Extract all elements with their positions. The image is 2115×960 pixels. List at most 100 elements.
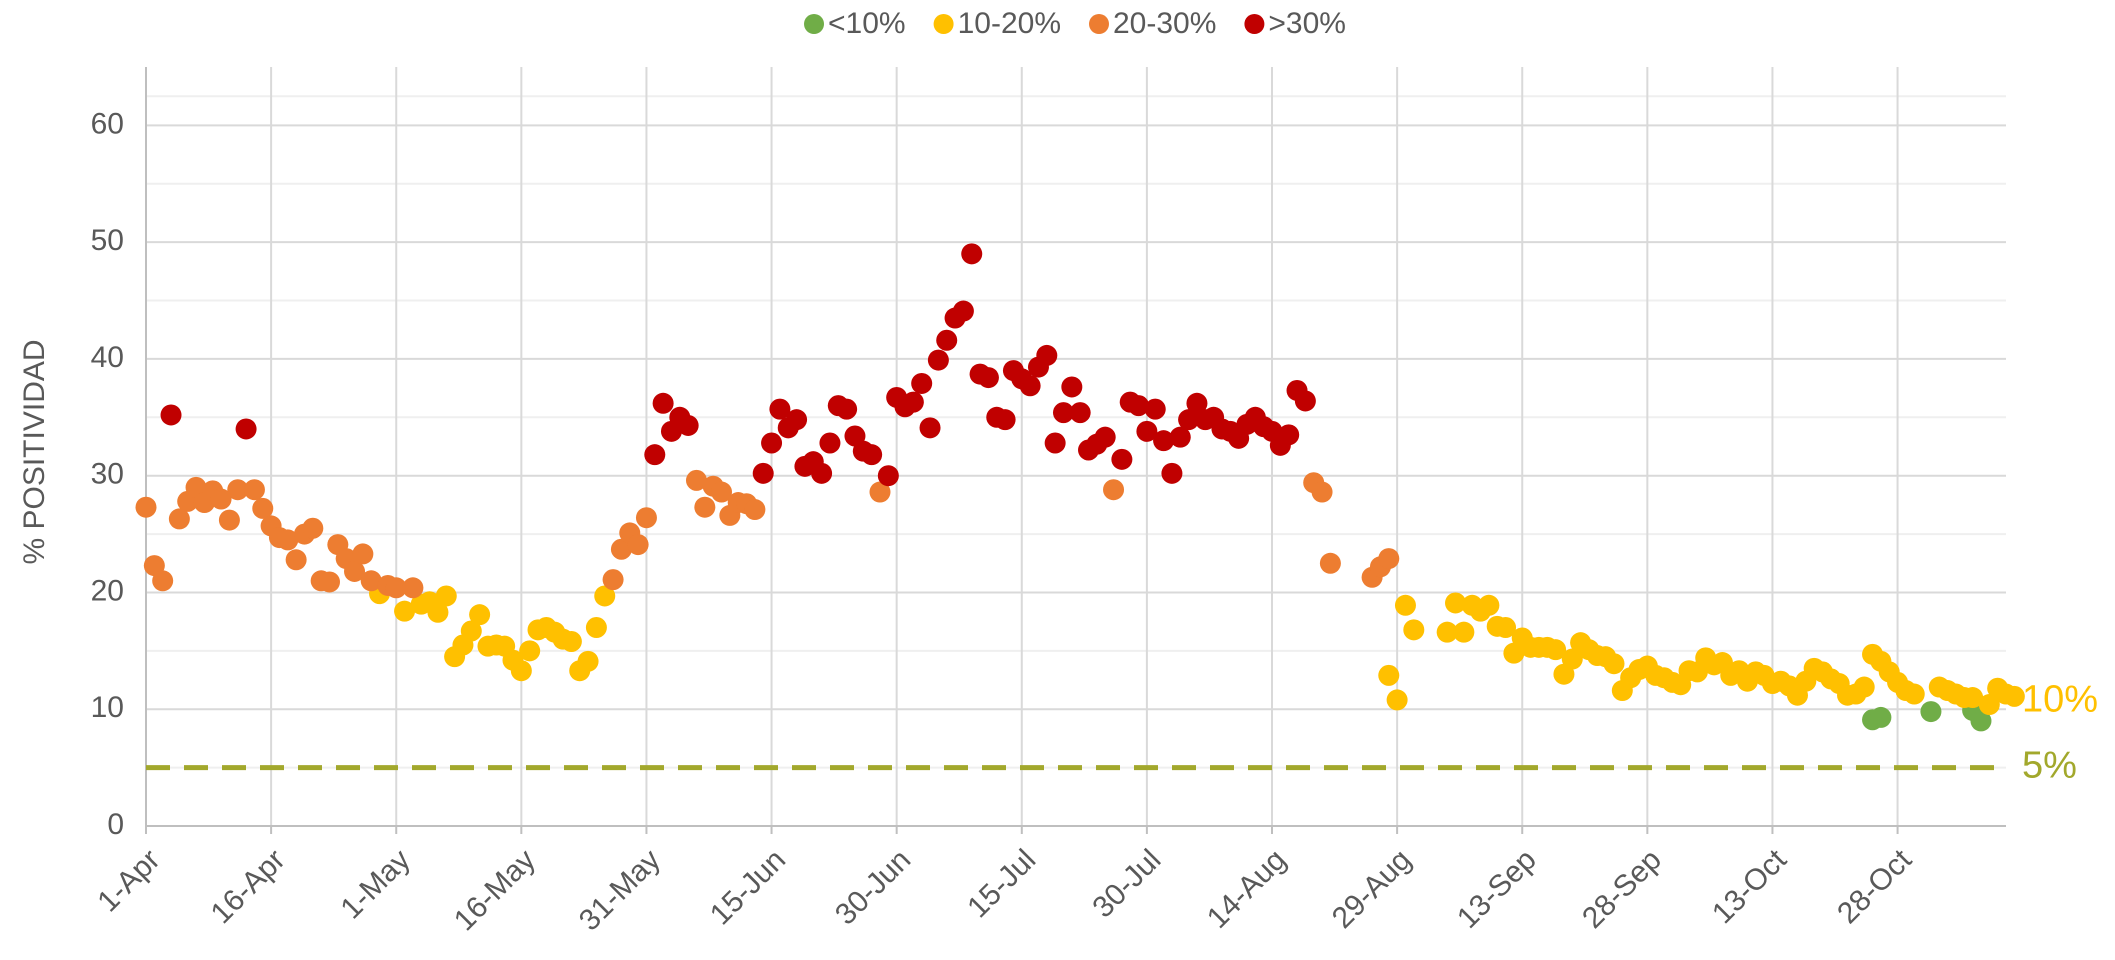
point (919, 417, 941, 439)
point (1436, 621, 1458, 643)
point (761, 432, 783, 454)
y-tick-label: 20 (91, 574, 124, 607)
point (961, 243, 983, 265)
point (677, 414, 699, 436)
point (460, 620, 482, 642)
point (1403, 619, 1425, 641)
point (560, 631, 582, 653)
x-tick-label: 15-Jul (961, 843, 1042, 924)
point (902, 391, 924, 413)
point (602, 569, 624, 591)
point (627, 534, 649, 556)
point (1978, 694, 2000, 716)
point (1903, 683, 1925, 705)
legend-label: <10% (828, 7, 906, 40)
point (1970, 710, 1992, 732)
point (877, 465, 899, 487)
point (385, 577, 407, 599)
point (344, 560, 366, 582)
point (1161, 462, 1183, 484)
point (1044, 432, 1066, 454)
point (1111, 448, 1133, 470)
x-tick-label: 13-Oct (1706, 843, 1793, 930)
y-tick-label: 50 (91, 224, 124, 257)
legend-label: 20-30% (1113, 7, 1216, 40)
legend-label: >30% (1268, 7, 1346, 40)
point (1378, 548, 1400, 570)
point (952, 300, 974, 322)
point (911, 372, 933, 394)
point (869, 481, 891, 503)
point (435, 585, 457, 607)
x-tick-label: 1-May (334, 843, 416, 925)
point (1019, 375, 1041, 397)
point (861, 444, 883, 466)
point (1069, 402, 1091, 424)
point (1153, 430, 1175, 452)
point (936, 329, 958, 351)
point (2003, 685, 2025, 707)
point (360, 570, 382, 592)
point (1294, 390, 1316, 412)
x-tick-label: 29-Aug (1326, 843, 1418, 935)
point (1094, 426, 1116, 448)
point (927, 349, 949, 371)
point (652, 392, 674, 414)
y-tick-label: 10 (91, 691, 124, 724)
x-tick-label: 16-May (448, 843, 542, 937)
x-tick-label: 1-Apr (91, 843, 166, 918)
point (752, 462, 774, 484)
y-tick-label: 30 (91, 458, 124, 491)
point (811, 462, 833, 484)
point (1962, 687, 1984, 709)
point (1169, 426, 1191, 448)
point (577, 650, 599, 672)
point (819, 432, 841, 454)
point (1386, 689, 1408, 711)
x-tick-label: 30-Jul (1086, 843, 1167, 924)
point (318, 571, 340, 593)
y-tick-label: 0 (107, 808, 124, 841)
point (152, 570, 174, 592)
legend-marker (1089, 14, 1109, 34)
x-tick-label: 14-Aug (1201, 843, 1293, 935)
x-tick-label: 16-Apr (205, 843, 292, 930)
point (769, 398, 791, 420)
point (252, 497, 274, 519)
point (427, 601, 449, 623)
point (1545, 639, 1567, 661)
point (594, 585, 616, 607)
legend-marker (933, 14, 954, 34)
point (1478, 594, 1500, 616)
point (519, 640, 541, 662)
point (1561, 648, 1583, 670)
point (469, 604, 491, 626)
point (235, 418, 257, 440)
x-tick-label: 28-Sep (1576, 843, 1668, 935)
x-tick-label: 30-Jun (829, 843, 917, 931)
point (610, 538, 632, 560)
point (1445, 592, 1467, 614)
point (227, 479, 249, 501)
point (694, 496, 716, 518)
point (218, 509, 240, 531)
point (1061, 376, 1083, 398)
point (1186, 392, 1208, 414)
point (1870, 706, 1892, 728)
point (1311, 481, 1333, 503)
point (1036, 344, 1058, 366)
point (711, 481, 733, 503)
point (1178, 409, 1200, 431)
x-tick-label: 31-May (573, 843, 667, 937)
point (836, 398, 858, 420)
reference-label: 5% (2022, 745, 2077, 787)
y-tick-label: 40 (91, 341, 124, 374)
point (644, 444, 666, 466)
point (352, 543, 374, 565)
legend-label: 10-20% (958, 7, 1061, 40)
point (210, 488, 232, 510)
point (1103, 479, 1125, 501)
legend-marker (804, 14, 825, 34)
point (1278, 424, 1300, 446)
